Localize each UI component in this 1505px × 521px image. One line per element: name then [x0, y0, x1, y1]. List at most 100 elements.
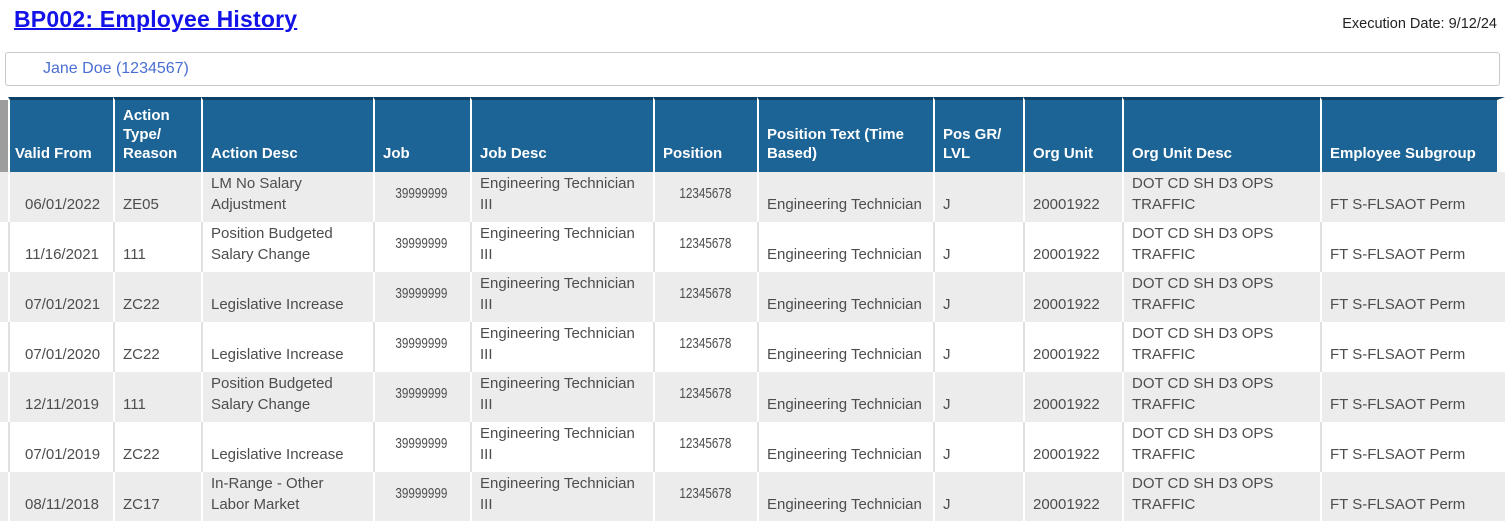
row-corner-cell: [0, 472, 8, 521]
cell-org-unit: 20001922: [1023, 372, 1122, 422]
cell-employee-subgroup: FT S-FLSAOT Perm: [1320, 222, 1505, 272]
cell-job: 39999999: [373, 222, 470, 272]
position-number: 12345678: [678, 235, 732, 252]
cell-org-unit: 20001922: [1023, 272, 1122, 322]
cell-job: 39999999: [373, 322, 470, 372]
cell-valid-from: 11/16/2021: [8, 222, 113, 272]
cell-job: 39999999: [373, 472, 470, 521]
employee-panel: Jane Doe (1234567): [5, 52, 1500, 86]
cell-job-desc: Engineering Technician III: [470, 422, 653, 472]
cell-org-unit-desc: DOT CD SH D3 OPS TRAFFIC: [1122, 322, 1320, 372]
cell-position-text: Engineering Technician: [757, 272, 933, 322]
job-number: 39999999: [395, 435, 448, 452]
cell-position: 12345678: [653, 222, 757, 272]
col-org-unit: Org Unit: [1023, 97, 1122, 172]
cell-pos-gr-lvl: J: [933, 372, 1023, 422]
cell-action-desc: Position Budgeted Salary Change: [201, 222, 373, 272]
cell-valid-from: 07/01/2021: [8, 272, 113, 322]
cell-position: 12345678: [653, 322, 757, 372]
cell-position: 12345678: [653, 272, 757, 322]
job-number: 39999999: [395, 335, 448, 352]
row-corner-cell: [0, 272, 8, 322]
history-table-head: Valid From Action Type/ Reason Action Desc…: [0, 97, 1505, 172]
col-job-desc: Job Desc: [470, 97, 653, 172]
col-pos-gr-lvl: Pos GR/ LVL: [933, 97, 1023, 172]
cell-position: 12345678: [653, 472, 757, 521]
cell-job: 39999999: [373, 422, 470, 472]
cell-position: 12345678: [653, 172, 757, 222]
cell-action-desc: Legislative Increase: [201, 272, 373, 322]
cell-action-type: 111: [113, 372, 201, 422]
report-header-bar: BP002: Employee History Execution Date: …: [0, 0, 1505, 46]
cell-employee-subgroup: FT S-FLSAOT Perm: [1320, 172, 1505, 222]
cell-job-desc: Engineering Technician III: [470, 472, 653, 521]
history-table-wrap: Valid From Action Type/ Reason Action Desc…: [0, 97, 1505, 521]
position-number: 12345678: [678, 285, 732, 302]
cell-position-text: Engineering Technician: [757, 172, 933, 222]
cell-valid-from: 06/01/2022: [8, 172, 113, 222]
cell-employee-subgroup: FT S-FLSAOT Perm: [1320, 472, 1505, 521]
cell-pos-gr-lvl: J: [933, 222, 1023, 272]
cell-employee-subgroup: FT S-FLSAOT Perm: [1320, 322, 1505, 372]
table-row: 11/16/2021 111 Position Budgeted Salary Ch…: [0, 222, 1505, 272]
cell-action-type: ZE05: [113, 172, 201, 222]
cell-org-unit-desc: DOT CD SH D3 OPS TRAFFIC: [1122, 372, 1320, 422]
cell-job-desc: Engineering Technician III: [470, 222, 653, 272]
cell-job-desc: Engineering Technician III: [470, 372, 653, 422]
cell-employee-subgroup: FT S-FLSAOT Perm: [1320, 422, 1505, 472]
cell-position: 12345678: [653, 372, 757, 422]
row-corner-cell: [0, 372, 8, 422]
cell-pos-gr-lvl: J: [933, 322, 1023, 372]
cell-action-type: ZC17: [113, 472, 201, 521]
header-corner-cell: [0, 97, 8, 172]
row-corner-cell: [0, 322, 8, 372]
cell-org-unit-desc: DOT CD SH D3 OPS TRAFFIC: [1122, 222, 1320, 272]
job-number: 39999999: [395, 235, 448, 252]
cell-action-type: ZC22: [113, 422, 201, 472]
cell-employee-subgroup: FT S-FLSAOT Perm: [1320, 372, 1505, 422]
cell-position-text: Engineering Technician: [757, 472, 933, 521]
cell-valid-from: 07/01/2020: [8, 322, 113, 372]
col-position-text: Position Text (Time Based): [757, 97, 933, 172]
execution-date: Execution Date: 9/12/24: [1342, 16, 1497, 32]
cell-org-unit: 20001922: [1023, 422, 1122, 472]
cell-org-unit-desc: DOT CD SH D3 OPS TRAFFIC: [1122, 172, 1320, 222]
cell-org-unit: 20001922: [1023, 322, 1122, 372]
table-row: 07/01/2021 ZC22 Legislative Increase 399999…: [0, 272, 1505, 322]
col-action-desc: Action Desc: [201, 97, 373, 172]
job-number: 39999999: [395, 385, 448, 402]
cell-action-desc: Legislative Increase: [201, 322, 373, 372]
cell-job-desc: Engineering Technician III: [470, 322, 653, 372]
cell-org-unit: 20001922: [1023, 472, 1122, 521]
cell-position-text: Engineering Technician: [757, 222, 933, 272]
col-valid-from: Valid From: [8, 97, 113, 172]
cell-org-unit: 20001922: [1023, 172, 1122, 222]
employee-name-link[interactable]: Jane Doe (1234567): [43, 60, 189, 77]
position-number: 12345678: [678, 185, 732, 202]
row-corner-cell: [0, 422, 8, 472]
cell-position: 12345678: [653, 422, 757, 472]
cell-pos-gr-lvl: J: [933, 472, 1023, 521]
row-corner-cell: [0, 222, 8, 272]
cell-org-unit-desc: DOT CD SH D3 OPS TRAFFIC: [1122, 472, 1320, 521]
cell-action-type: ZC22: [113, 322, 201, 372]
table-row: 07/01/2019 ZC22 Legislative Increase 399999…: [0, 422, 1505, 472]
cell-pos-gr-lvl: J: [933, 172, 1023, 222]
page-title-link[interactable]: BP002: Employee History: [14, 6, 298, 32]
cell-valid-from: 07/01/2019: [8, 422, 113, 472]
position-number: 12345678: [678, 385, 732, 402]
col-position: Position: [653, 97, 757, 172]
cell-position-text: Engineering Technician: [757, 422, 933, 472]
table-row: 12/11/2019 111 Position Budgeted Salary Ch…: [0, 372, 1505, 422]
cell-action-type: 111: [113, 222, 201, 272]
cell-job: 39999999: [373, 372, 470, 422]
table-row: 07/01/2020 ZC22 Legislative Increase 399999…: [0, 322, 1505, 372]
cell-org-unit-desc: DOT CD SH D3 OPS TRAFFIC: [1122, 272, 1320, 322]
cell-org-unit-desc: DOT CD SH D3 OPS TRAFFIC: [1122, 422, 1320, 472]
history-table-body: 06/01/2022 ZE05 LM No Salary Adjustment 399…: [0, 172, 1505, 521]
cell-org-unit: 20001922: [1023, 222, 1122, 272]
cell-valid-from: 08/11/2018: [8, 472, 113, 521]
cell-action-type: ZC22: [113, 272, 201, 322]
cell-action-desc: Legislative Increase: [201, 422, 373, 472]
